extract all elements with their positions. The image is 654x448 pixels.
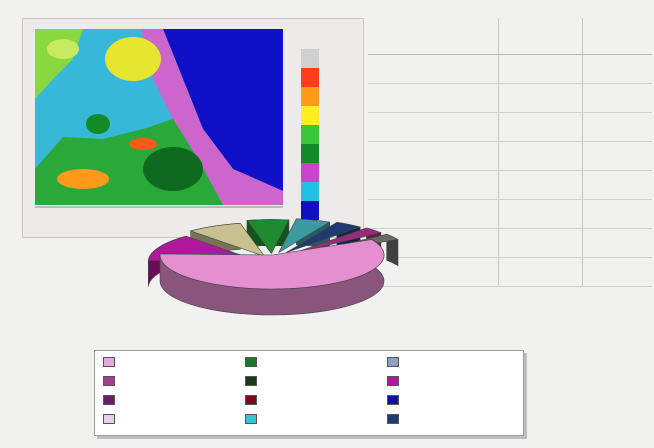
map-legend-swatch [301, 49, 319, 68]
map-legend-swatch [301, 68, 319, 87]
table-cell [368, 112, 500, 142]
legend-swatch [245, 376, 257, 386]
table-row [368, 83, 652, 113]
table-cell [582, 257, 652, 287]
table-cell [498, 141, 583, 171]
legend-entry [387, 376, 404, 386]
map-legend-swatch [301, 182, 319, 201]
map-colour-legend [301, 49, 319, 220]
legend-entry [103, 357, 120, 367]
table-column-header [582, 18, 652, 55]
map-patch-light [47, 39, 79, 59]
map-legend-swatch [301, 106, 319, 125]
legend-entry [245, 357, 262, 367]
legend-entry [103, 395, 120, 405]
table-header-row [368, 18, 652, 55]
table-row [368, 112, 652, 142]
legend-swatch [103, 376, 115, 386]
legend-swatch [387, 376, 399, 386]
table-cell [498, 112, 583, 142]
pie-slice [285, 221, 362, 253]
table-cell [368, 199, 500, 229]
map-coast-band [141, 29, 283, 205]
legend-swatch [245, 395, 257, 405]
map-legend-swatch [301, 163, 319, 182]
land-use-table [368, 18, 652, 287]
legend-entry [245, 395, 262, 405]
table-cell [368, 170, 500, 200]
map-patch-forest [143, 147, 203, 191]
table-cell [582, 54, 652, 84]
map-patch-red [129, 138, 157, 150]
table-row [368, 141, 652, 171]
table-row [368, 257, 652, 287]
map-legend-swatch [301, 144, 319, 163]
pie-slice [159, 239, 385, 290]
table-cell [498, 199, 583, 229]
pie-slice [278, 218, 331, 254]
map-sea-region [163, 29, 283, 191]
pie-slice [246, 219, 290, 255]
table-cell [368, 54, 500, 84]
pie-slices [147, 218, 399, 316]
table-cell [582, 199, 652, 229]
pie-legend [94, 350, 524, 436]
land-use-map [35, 29, 319, 220]
table-cell [582, 83, 652, 113]
table-column-header [498, 18, 583, 55]
land-use-map-panel [22, 18, 364, 238]
legend-swatch [103, 357, 115, 367]
legend-swatch [387, 395, 399, 405]
table-cell [368, 257, 500, 287]
map-legend-swatch [301, 125, 319, 144]
map-patch-green [86, 114, 110, 134]
table-cell [582, 112, 652, 142]
legend-entry [245, 414, 262, 424]
table-row [368, 228, 652, 258]
legend-entry [103, 414, 120, 424]
legend-entry [387, 357, 404, 367]
table-cell [368, 141, 500, 171]
legend-swatch [387, 414, 399, 424]
table-row [368, 54, 652, 84]
legend-swatch [103, 395, 115, 405]
legend-entry [103, 376, 120, 386]
legend-swatch [387, 357, 399, 367]
table-cell [582, 170, 652, 200]
table-cell [368, 83, 500, 113]
map-legend-swatch [301, 201, 319, 220]
map-legend-swatch [301, 87, 319, 106]
table-cell [582, 228, 652, 258]
table-cell [498, 228, 583, 258]
legend-entry [387, 395, 404, 405]
legend-swatch [103, 414, 115, 424]
table-cell [498, 257, 583, 287]
map-patch-yellow [105, 37, 161, 81]
legend-entry [387, 414, 404, 424]
table-cell [498, 54, 583, 84]
table-column-header [368, 18, 500, 55]
map-patch-orange [57, 169, 109, 189]
table-row [368, 170, 652, 200]
legend-swatch [245, 357, 257, 367]
table-body [368, 54, 652, 287]
table-cell [498, 170, 583, 200]
table-row [368, 199, 652, 229]
legend-swatch [245, 414, 257, 424]
pie-slice [292, 227, 382, 254]
pie-slice [189, 222, 266, 258]
table-cell [582, 141, 652, 171]
table-cell [498, 83, 583, 113]
legend-entry [245, 376, 262, 386]
